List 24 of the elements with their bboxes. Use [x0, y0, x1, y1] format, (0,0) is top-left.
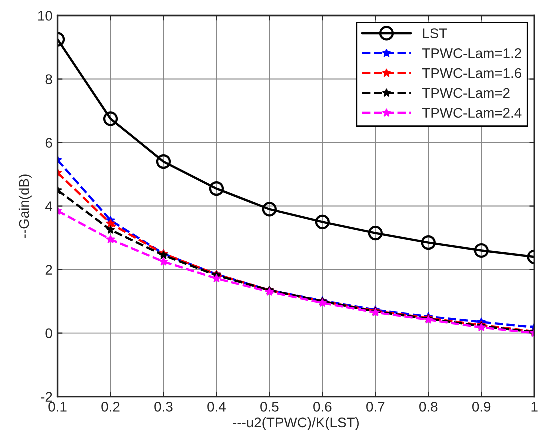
y-tick-label: -2: [41, 392, 52, 402]
x-axis-title: ---u2(TPWC)/K(LST): [233, 417, 359, 430]
y-tick-label: 10: [38, 11, 52, 21]
legend-label: TPWC-Lam=2.4: [422, 108, 522, 118]
y-tick-label: 6: [46, 138, 52, 148]
x-tick-label: 0.8: [420, 402, 438, 412]
y-tick-label: 2: [46, 265, 52, 275]
x-tick-label: 0.2: [102, 402, 120, 412]
y-tick-label: 4: [46, 202, 53, 212]
x-tick-label: 1: [532, 402, 538, 412]
y-axis-title: --Gain(dB): [18, 174, 32, 238]
y-tick-label: 0: [46, 328, 52, 338]
x-tick-label: 0.9: [472, 402, 491, 412]
legend-label: LST: [423, 28, 448, 38]
legend-label: TPWC-Lam=1.6: [422, 68, 522, 78]
x-tick-label: 0.4: [208, 402, 226, 412]
x-tick-label: 0.5: [260, 402, 279, 412]
x-tick-label: 0.7: [366, 402, 385, 412]
legend-label: TPWC-Lam=2: [422, 88, 510, 98]
x-tick-label: 0.3: [154, 402, 173, 412]
x-tick-label: 0.6: [314, 402, 332, 412]
legend-label: TPWC-Lam=1.2: [422, 48, 522, 58]
x-tick-label: 0.1: [48, 402, 67, 412]
y-tick-label: 8: [46, 74, 52, 84]
